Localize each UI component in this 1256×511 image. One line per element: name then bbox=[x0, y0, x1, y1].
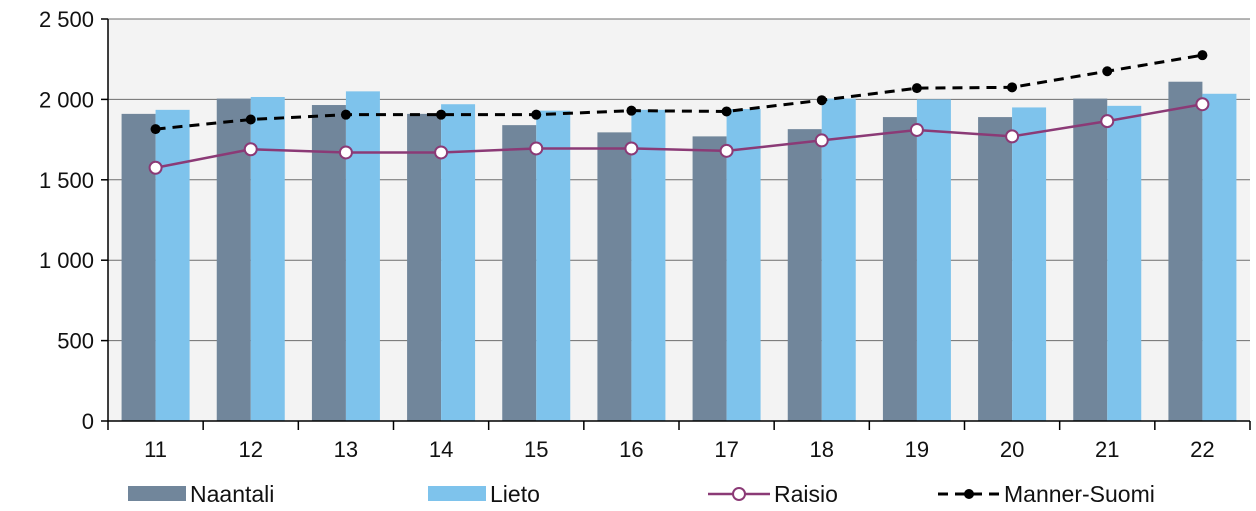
bars bbox=[121, 81, 1237, 422]
bar-lieto bbox=[1012, 107, 1047, 421]
x-tick-label: 21 bbox=[1095, 437, 1119, 462]
point-manner-suomi bbox=[531, 109, 542, 120]
point-raisio bbox=[719, 143, 734, 158]
point-manner-suomi bbox=[816, 95, 827, 106]
point-raisio bbox=[1005, 129, 1020, 144]
point-manner-suomi bbox=[245, 114, 256, 125]
x-tick-label: 19 bbox=[905, 437, 929, 462]
point-manner-suomi bbox=[1007, 82, 1018, 93]
bar-naantali bbox=[882, 117, 917, 421]
point-raisio bbox=[434, 145, 449, 160]
bar-naantali bbox=[978, 117, 1013, 421]
legend-label-lieto: Lieto bbox=[490, 481, 540, 507]
y-tick-label: 0 bbox=[82, 409, 94, 434]
point-manner-suomi bbox=[150, 124, 161, 135]
y-tick-labels: 0 500 1 000 1 500 2 000 2 500 bbox=[39, 7, 94, 434]
bar-naantali bbox=[692, 136, 727, 421]
point-raisio bbox=[529, 141, 544, 156]
bar-lieto bbox=[916, 99, 951, 422]
point-raisio bbox=[624, 141, 639, 156]
point-manner-suomi bbox=[340, 109, 351, 120]
point-raisio bbox=[814, 133, 829, 148]
bar-naantali bbox=[311, 105, 346, 421]
y-tick-label: 500 bbox=[57, 329, 94, 354]
bar-naantali bbox=[787, 129, 822, 421]
point-manner-suomi bbox=[721, 106, 732, 117]
legend-swatch-naantali bbox=[128, 486, 186, 501]
y-tick-label: 1 000 bbox=[39, 248, 94, 273]
point-manner-suomi bbox=[1197, 50, 1208, 61]
bar-lieto bbox=[536, 110, 571, 421]
grid-lines bbox=[108, 18, 1250, 342]
bar-lieto bbox=[726, 109, 761, 421]
bar-lieto bbox=[345, 91, 380, 422]
x-tick-label: 20 bbox=[1000, 437, 1024, 462]
x-tick-label: 22 bbox=[1190, 437, 1214, 462]
bar-lieto bbox=[441, 104, 476, 421]
legend: Naantali Lieto Raisio Manner-Suomi bbox=[128, 481, 1155, 507]
bar-lieto bbox=[1202, 93, 1237, 421]
point-raisio bbox=[243, 142, 258, 157]
x-tick-label: 16 bbox=[619, 437, 643, 462]
line-raisio bbox=[155, 102, 1203, 169]
point-raisio bbox=[909, 122, 924, 137]
point-manner-suomi bbox=[436, 109, 447, 120]
point-manner-suomi bbox=[1102, 66, 1113, 77]
bar-naantali bbox=[407, 113, 442, 421]
point-raisio bbox=[1195, 97, 1210, 112]
point-manner-suomi bbox=[911, 83, 922, 94]
axes bbox=[101, 18, 1251, 430]
bar-naantali bbox=[502, 125, 537, 422]
point-raisio bbox=[338, 145, 353, 160]
legend-marker-manner-suomi bbox=[964, 489, 974, 499]
plot-area bbox=[108, 19, 1250, 421]
y-tick-label: 2 500 bbox=[39, 7, 94, 32]
x-tick-label: 17 bbox=[714, 437, 738, 462]
bar-naantali bbox=[1073, 98, 1108, 421]
legend-label-naantali: Naantali bbox=[190, 481, 274, 507]
x-tick-label: 12 bbox=[239, 437, 263, 462]
bar-naantali bbox=[121, 113, 156, 421]
line-manner-suomi bbox=[155, 53, 1203, 131]
y-tick-label: 1 500 bbox=[39, 168, 94, 193]
x-tick-label: 18 bbox=[810, 437, 834, 462]
x-tick-label: 13 bbox=[334, 437, 358, 462]
point-raisio bbox=[148, 160, 163, 175]
x-tick-label: 11 bbox=[144, 437, 167, 462]
legend-label-raisio: Raisio bbox=[774, 481, 838, 507]
legend-swatch-lieto bbox=[428, 486, 486, 501]
y-tick-label: 2 000 bbox=[39, 87, 94, 112]
legend-label-manner-suomi: Manner-Suomi bbox=[1004, 481, 1155, 507]
bar-lieto bbox=[821, 98, 856, 421]
bar-naantali bbox=[597, 132, 632, 421]
point-manner-suomi bbox=[626, 105, 637, 116]
x-tick-label: 14 bbox=[429, 437, 453, 462]
bar-lieto bbox=[1107, 105, 1142, 421]
series-lines bbox=[148, 50, 1210, 175]
bar-lieto bbox=[155, 109, 190, 422]
bar-lieto bbox=[631, 109, 666, 422]
legend-marker-raisio bbox=[732, 487, 746, 501]
x-tick-labels: 11 12 13 14 15 16 17 18 19 20 21 22 bbox=[144, 437, 1214, 462]
x-tick-label: 15 bbox=[524, 437, 548, 462]
bar-naantali bbox=[1168, 81, 1203, 421]
point-raisio bbox=[1100, 114, 1115, 129]
